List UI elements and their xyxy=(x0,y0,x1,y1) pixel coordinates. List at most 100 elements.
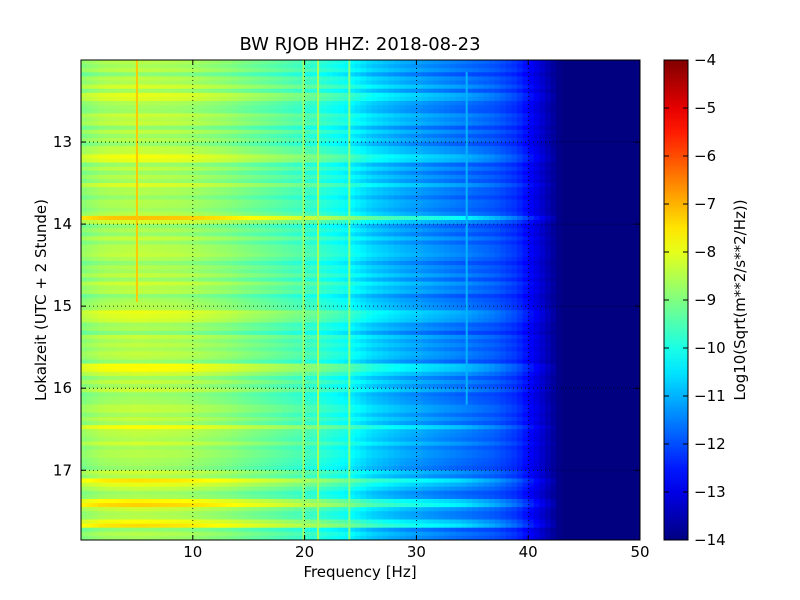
heatmap-cell xyxy=(421,199,429,205)
heatmap-cell xyxy=(209,166,216,172)
heatmap-cell xyxy=(220,125,227,131)
heatmap-cell xyxy=(505,178,513,184)
heatmap-cell xyxy=(243,191,250,196)
heatmap-cell xyxy=(567,158,574,164)
heatmap-cell xyxy=(304,220,311,225)
heatmap-cell xyxy=(153,137,160,143)
heatmap-cell xyxy=(628,133,636,139)
heatmap-cell xyxy=(231,187,239,192)
heatmap-cell xyxy=(349,224,356,229)
heatmap-cell xyxy=(164,211,172,217)
heatmap-cell xyxy=(243,252,250,258)
heatmap-cell xyxy=(248,187,255,192)
heatmap-cell xyxy=(153,203,160,209)
heatmap-cell xyxy=(164,129,172,135)
heatmap-cell xyxy=(198,252,205,258)
heatmap-cell xyxy=(561,178,568,184)
heatmap-cell xyxy=(382,183,390,188)
heatmap-cell xyxy=(550,211,557,217)
heatmap-cell xyxy=(108,191,116,196)
heatmap-cell xyxy=(600,187,608,192)
heatmap-cell xyxy=(472,183,479,188)
heatmap-cell xyxy=(600,72,608,78)
heatmap-cell xyxy=(595,60,602,65)
heatmap-cell xyxy=(170,80,177,86)
heatmap-cell xyxy=(131,64,138,69)
heatmap-cell xyxy=(354,158,362,164)
heatmap-cell xyxy=(410,72,417,78)
heatmap-cell xyxy=(567,129,574,135)
heatmap-cell xyxy=(338,92,345,98)
heatmap-cell xyxy=(287,80,295,86)
heatmap-cell xyxy=(243,121,250,127)
heatmap-cell xyxy=(377,96,384,102)
heatmap-cell xyxy=(148,203,155,209)
heatmap-cell xyxy=(489,129,496,135)
heatmap-cell xyxy=(215,137,222,143)
heatmap-cell xyxy=(192,72,199,78)
heatmap-cell xyxy=(539,88,546,94)
heatmap-cell xyxy=(528,256,535,262)
heatmap-cell xyxy=(181,191,188,196)
heatmap-cell xyxy=(517,170,524,176)
heatmap-cell xyxy=(472,80,479,86)
heatmap-cell xyxy=(271,174,278,180)
heatmap-cell xyxy=(81,137,88,143)
heatmap-cell xyxy=(220,137,227,143)
heatmap-cell xyxy=(399,146,406,151)
heatmap-cell xyxy=(354,244,362,250)
heatmap-cell xyxy=(304,76,311,82)
heatmap-cell xyxy=(310,146,317,151)
heatmap-cell xyxy=(287,142,295,147)
heatmap-cell xyxy=(304,252,311,258)
heatmap-cell xyxy=(103,92,110,98)
heatmap-cell xyxy=(461,68,468,73)
heatmap-cell xyxy=(86,195,93,201)
heatmap-cell xyxy=(455,183,462,188)
heatmap-cell xyxy=(477,142,485,147)
heatmap-cell xyxy=(617,187,624,192)
heatmap-cell xyxy=(310,232,317,238)
heatmap-cell xyxy=(589,195,596,201)
heatmap-cell xyxy=(287,105,295,110)
heatmap-cell xyxy=(215,178,222,184)
heatmap-cell xyxy=(142,220,149,225)
heatmap-cell xyxy=(209,133,216,139)
heatmap-cell xyxy=(405,150,412,155)
heatmap-cell xyxy=(332,256,339,262)
heatmap-cell xyxy=(589,211,596,217)
heatmap-cell xyxy=(86,203,93,209)
heatmap-cell xyxy=(293,154,300,160)
heatmap-cell xyxy=(394,170,401,176)
heatmap-cell xyxy=(505,215,513,221)
heatmap-cell xyxy=(539,203,546,209)
heatmap-cell xyxy=(142,80,149,86)
heatmap-cell xyxy=(533,72,540,78)
heatmap-cell xyxy=(544,228,552,233)
heatmap-cell xyxy=(215,72,222,78)
heatmap-cell xyxy=(489,109,496,114)
heatmap-cell xyxy=(343,101,350,106)
heatmap-cell xyxy=(293,76,300,82)
heatmap-cell xyxy=(226,133,233,139)
heatmap-cell xyxy=(550,129,557,135)
heatmap-cell xyxy=(243,174,250,180)
heatmap-cell xyxy=(148,207,155,213)
heatmap-cell xyxy=(321,207,328,213)
heatmap-cell xyxy=(477,96,485,102)
heatmap-cell xyxy=(522,203,529,209)
heatmap-cell xyxy=(517,158,524,164)
heatmap-cell xyxy=(628,170,636,176)
heatmap-cell xyxy=(136,158,144,164)
heatmap-cell xyxy=(209,158,216,164)
heatmap-cell xyxy=(444,60,451,65)
heatmap-cell xyxy=(533,68,540,73)
heatmap-cell xyxy=(220,166,227,172)
heatmap-cell xyxy=(131,137,138,143)
heatmap-cell xyxy=(360,261,367,266)
heatmap-cell xyxy=(528,248,535,254)
heatmap-cell xyxy=(567,183,574,188)
heatmap-cell xyxy=(254,92,261,98)
heatmap-cell xyxy=(371,252,378,258)
heatmap-cell xyxy=(533,150,540,155)
